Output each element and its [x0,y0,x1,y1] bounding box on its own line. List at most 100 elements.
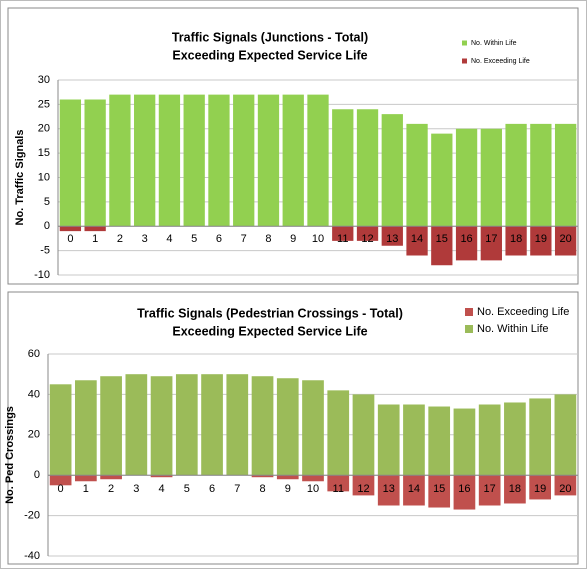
bar [530,123,552,227]
bar [59,99,82,227]
bar [529,398,551,476]
bar [150,376,173,476]
bar [226,374,249,476]
bar [49,384,72,476]
bar [504,402,526,476]
bar [158,94,181,227]
x-tick-label: 1 [92,233,98,245]
bar [403,475,425,506]
x-tick-label: 11 [333,483,344,495]
legend-swatch [462,40,467,46]
y-tick-label: 30 [38,74,50,86]
bar [327,475,350,492]
y-tick-label: -10 [34,269,50,281]
x-tick-label: 4 [159,483,165,495]
x-tick-label: 6 [216,233,222,245]
bar [84,99,106,227]
bar [352,394,375,476]
x-tick-label: 13 [386,233,398,245]
bar [332,226,354,241]
bar [201,374,223,476]
bar [276,475,299,480]
bar [406,226,428,256]
bar [332,109,354,227]
bar [478,404,501,476]
bar [554,123,577,227]
legend-label: No. Exceeding Life [477,306,569,318]
x-tick-label: 7 [241,233,247,245]
bar [100,376,122,476]
bar [504,475,526,504]
bar [183,94,205,227]
bar [403,404,425,476]
bar [150,475,173,478]
bar [100,475,122,480]
x-tick-label: 11 [337,233,348,245]
y-tick-label: 5 [44,196,50,208]
bar [327,390,350,476]
bar [84,226,106,232]
y-tick-label: 0 [34,469,40,481]
x-tick-label: 0 [58,483,64,495]
x-tick-label: 12 [357,483,369,495]
bar [307,94,329,227]
bar [352,475,375,496]
x-tick-label: 20 [559,483,571,495]
bar [257,94,280,227]
x-tick-label: 10 [312,233,324,245]
bar [109,94,131,227]
bar [505,226,527,256]
x-tick-label: 19 [535,233,547,245]
y-axis-label: No. Ped Crossings [4,406,16,504]
bar [453,408,476,476]
bar [49,475,72,486]
x-tick-label: 19 [534,483,546,495]
bar [381,114,403,227]
bar [455,226,478,261]
x-tick-label: 18 [510,233,522,245]
legend-swatch [465,308,473,316]
chart-title: Exceeding Expected Service Life [172,48,367,62]
bar [381,226,403,246]
bar [428,406,451,476]
x-tick-label: 4 [166,233,172,245]
bar [554,226,577,256]
bar [530,226,552,256]
x-tick-label: 13 [383,483,395,495]
bar [233,94,255,227]
bar [251,376,274,476]
bar [431,226,453,266]
bar [431,133,453,227]
bar [75,475,97,482]
bar [356,109,379,227]
bar [175,374,198,476]
x-tick-label: 9 [285,483,291,495]
x-tick-label: 6 [209,483,215,495]
x-tick-label: 18 [509,483,521,495]
y-tick-label: 0 [44,220,50,232]
chart-title: Traffic Signals (Pedestrian Crossings - … [137,306,403,320]
x-tick-label: 17 [485,233,497,245]
chart-title: Traffic Signals (Junctions - Total) [172,30,368,44]
bar [208,94,230,227]
legend-label: No. Exceeding Life [471,58,530,65]
x-tick-label: 16 [458,483,470,495]
x-tick-label: 9 [290,233,296,245]
chart-title: Exceeding Expected Service Life [172,324,367,338]
x-tick-label: 3 [142,233,148,245]
bar [282,94,304,227]
legend-swatch [465,325,473,333]
x-tick-label: 2 [117,233,123,245]
bar [480,226,502,261]
bar [276,378,299,476]
x-tick-label: 0 [67,233,73,245]
x-tick-label: 14 [411,233,423,245]
bar [125,374,148,476]
y-tick-label: -20 [24,510,40,522]
y-tick-label: 15 [38,147,50,159]
bar [134,94,156,227]
bar [453,475,476,510]
x-tick-label: 8 [265,233,271,245]
y-tick-label: -40 [24,550,40,562]
